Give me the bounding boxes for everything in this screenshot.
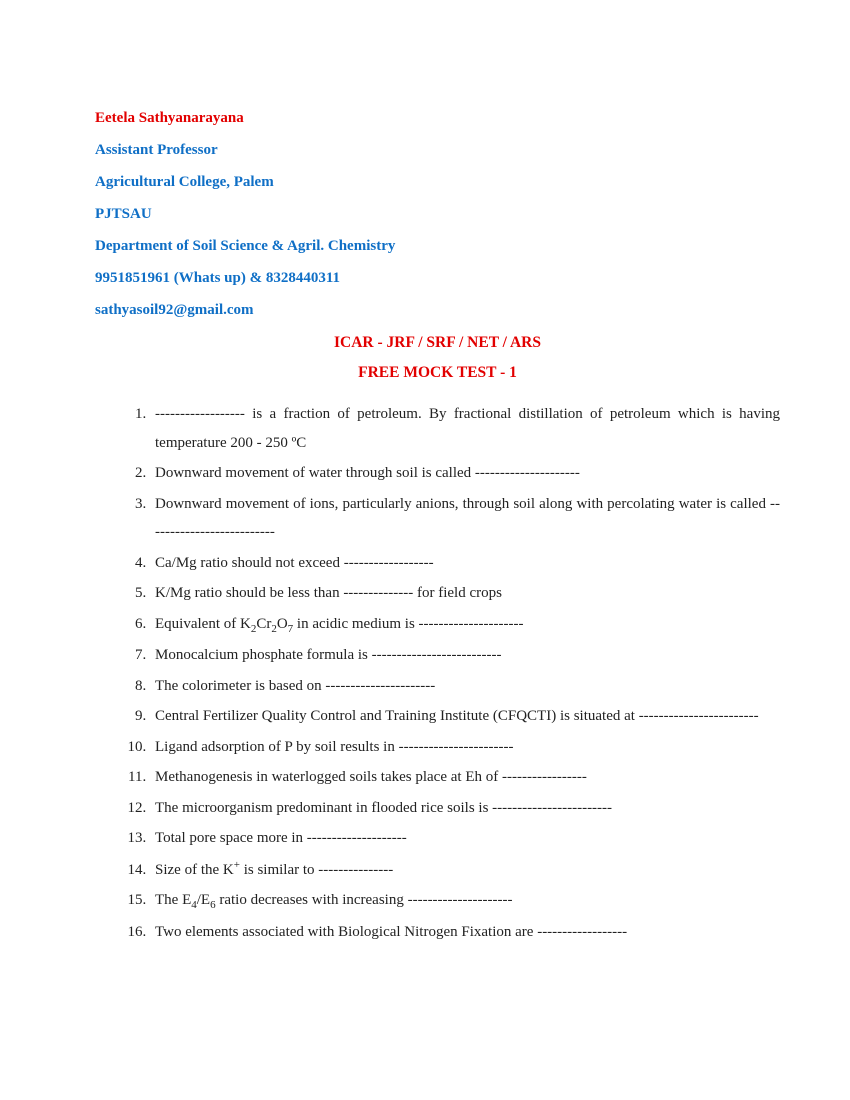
- question-11: Methanogenesis in waterlogged soils take…: [150, 763, 780, 792]
- question-8: The colorimeter is based on ------------…: [150, 672, 780, 701]
- email: sathyasoil92@gmail.com: [95, 302, 780, 319]
- question-1: ------------------ is a fraction of petr…: [150, 400, 780, 457]
- questions-list: ------------------ is a fraction of petr…: [95, 400, 780, 947]
- college: Agricultural College, Palem: [95, 174, 780, 191]
- question-3: Downward movement of ions, particularly …: [150, 490, 780, 547]
- question-9: Central Fertilizer Quality Control and T…: [150, 702, 780, 731]
- department: Department of Soil Science & Agril. Chem…: [95, 238, 780, 255]
- phone: 9951851961 (Whats up) & 8328440311: [95, 270, 780, 287]
- title-block: ICAR - JRF / SRF / NET / ARS FREE MOCK T…: [95, 334, 780, 382]
- question-12: The microorganism predominant in flooded…: [150, 794, 780, 823]
- question-2: Downward movement of water through soil …: [150, 459, 780, 488]
- question-5: K/Mg ratio should be less than ---------…: [150, 579, 780, 608]
- question-10: Ligand adsorption of P by soil results i…: [150, 733, 780, 762]
- question-16: Two elements associated with Biological …: [150, 918, 780, 947]
- question-6: Equivalent of K2Cr2O7 in acidic medium i…: [150, 610, 780, 640]
- university: PJTSAU: [95, 206, 780, 223]
- question-13: Total pore space more in ---------------…: [150, 824, 780, 853]
- author-name: Eetela Sathyanarayana: [95, 110, 780, 127]
- designation: Assistant Professor: [95, 142, 780, 159]
- sub-title: FREE MOCK TEST - 1: [95, 364, 780, 382]
- question-7: Monocalcium phosphate formula is -------…: [150, 641, 780, 670]
- question-4: Ca/Mg ratio should not exceed ----------…: [150, 549, 780, 578]
- question-14: Size of the K+ is similar to -----------…: [150, 855, 780, 885]
- main-title: ICAR - JRF / SRF / NET / ARS: [95, 334, 780, 352]
- question-15: The E4/E6 ratio decreases with increasin…: [150, 886, 780, 916]
